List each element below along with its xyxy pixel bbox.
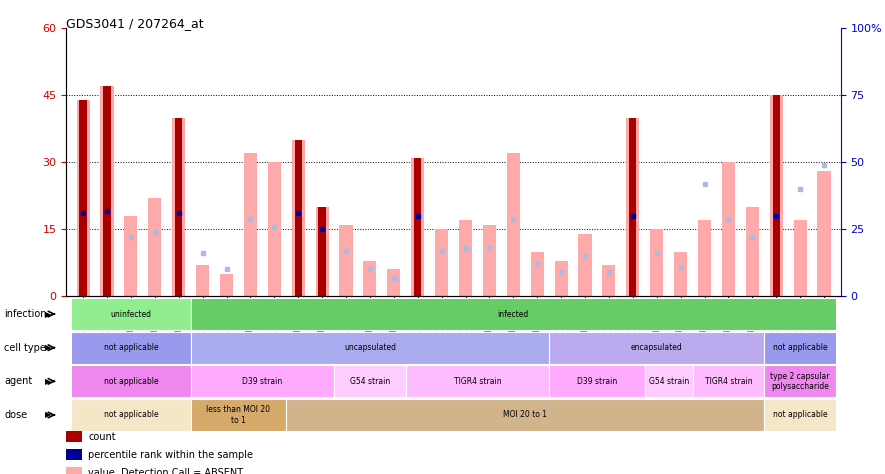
Text: not applicable: not applicable [104,343,158,352]
Bar [627,118,639,296]
Bar [698,220,711,296]
Bar [190,399,286,431]
Bar [175,118,182,296]
Bar [603,265,615,296]
Bar [507,154,519,296]
Bar [316,207,328,296]
Bar [100,86,113,296]
Bar [550,332,765,364]
Bar [531,252,543,296]
Bar [66,431,82,442]
Bar [340,225,352,296]
Bar [794,220,807,296]
Text: ▶: ▶ [44,377,51,386]
Bar [483,225,496,296]
Text: cell type: cell type [4,343,46,353]
Bar [220,274,233,296]
Bar [173,118,185,296]
Bar [319,207,326,296]
Bar [693,365,765,397]
Text: ▶: ▶ [44,410,51,419]
Bar [71,365,190,397]
Bar [388,269,400,296]
Text: dose: dose [4,410,27,420]
Text: MOI 20 to 1: MOI 20 to 1 [504,410,547,419]
Bar [71,332,190,364]
Bar [435,229,448,296]
Bar [190,365,334,397]
Bar [770,95,783,296]
Bar [71,399,190,431]
Text: value, Detection Call = ABSENT: value, Detection Call = ABSENT [88,468,243,474]
Text: type 2 capsular
polysaccharide: type 2 capsular polysaccharide [770,372,830,391]
Text: ▶: ▶ [44,343,51,352]
Bar [555,261,567,296]
Text: infection: infection [4,309,47,319]
Bar [66,467,82,474]
Text: GDS3041 / 207264_at: GDS3041 / 207264_at [66,17,204,29]
Bar [80,100,87,296]
Bar [76,100,89,296]
Bar [629,118,636,296]
Text: D39 strain: D39 strain [242,377,282,386]
Bar [722,163,735,296]
Text: count: count [88,432,116,442]
Text: not applicable: not applicable [104,377,158,386]
Bar [286,399,765,431]
Text: TIGR4 strain: TIGR4 strain [454,377,501,386]
Bar [148,198,161,296]
Bar [412,158,424,296]
Text: ▶: ▶ [44,310,51,319]
Bar [459,220,472,296]
Text: G54 strain: G54 strain [350,377,390,386]
Bar [66,449,82,460]
Text: uninfected: uninfected [111,310,151,319]
Bar [645,365,693,397]
Bar [244,154,257,296]
Text: not applicable: not applicable [773,410,827,419]
Text: infected: infected [497,310,529,319]
Bar [650,229,663,296]
Bar [765,332,836,364]
Text: uncapsulated: uncapsulated [344,343,396,352]
Bar [674,252,687,296]
Bar [746,207,759,296]
Text: G54 strain: G54 strain [649,377,689,386]
Bar [190,298,836,330]
Bar [124,216,137,296]
Bar [765,365,836,397]
Text: encapsulated: encapsulated [631,343,682,352]
Text: agent: agent [4,376,33,386]
Bar [364,261,376,296]
Text: not applicable: not applicable [104,410,158,419]
Text: percentile rank within the sample: percentile rank within the sample [88,450,253,460]
Bar [292,140,304,296]
Bar [765,399,836,431]
Bar [550,365,645,397]
Bar [196,265,209,296]
Text: D39 strain: D39 strain [577,377,617,386]
Text: not applicable: not applicable [773,343,827,352]
Bar [190,332,550,364]
Bar [334,365,405,397]
Bar [773,95,780,296]
Bar [104,86,111,296]
Bar [268,163,281,296]
Bar [818,171,831,296]
Text: less than MOI 20
to 1: less than MOI 20 to 1 [206,405,271,425]
Bar [579,234,591,296]
Text: TIGR4 strain: TIGR4 strain [704,377,752,386]
Bar [71,298,190,330]
Bar [405,365,550,397]
Bar [414,158,421,296]
Bar [295,140,302,296]
